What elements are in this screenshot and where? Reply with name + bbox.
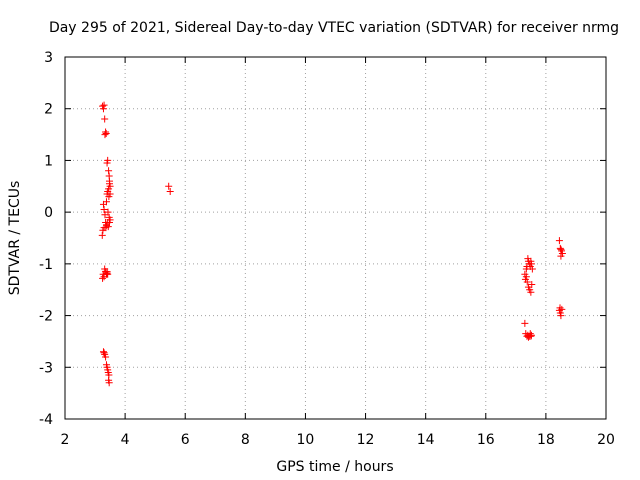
grid	[65, 57, 606, 419]
data-point	[99, 105, 107, 113]
x-tick-label: 8	[241, 432, 250, 448]
data-point	[104, 223, 112, 231]
data-point	[104, 218, 112, 226]
data-point	[557, 252, 565, 260]
y-axis-label: SDTVAR / TECUs	[7, 181, 23, 296]
x-tick-label: 2	[61, 432, 70, 448]
y-tick-label: 0	[44, 205, 53, 221]
data-point	[557, 312, 565, 320]
data-point	[99, 274, 107, 282]
data-point	[105, 379, 113, 387]
chart-title: Day 295 of 2021, Sidereal Day-to-day VTE…	[49, 20, 619, 36]
x-tick-label: 20	[597, 432, 615, 448]
data-point	[528, 281, 536, 289]
y-tick-label: -2	[39, 309, 53, 325]
y-tick-label: -4	[39, 412, 53, 428]
x-tick-label: 16	[477, 432, 495, 448]
x-tick-label: 6	[181, 432, 190, 448]
x-axis-label: GPS time / hours	[276, 459, 393, 475]
data-point	[100, 101, 108, 109]
data-point	[166, 187, 174, 195]
data-points	[98, 101, 566, 387]
y-tick-label: -3	[39, 360, 53, 376]
data-point	[106, 190, 114, 198]
data-point	[558, 305, 566, 313]
data-point	[105, 180, 113, 188]
data-point	[101, 211, 109, 219]
y-tick-label: 2	[44, 102, 53, 118]
x-tick-label: 12	[357, 432, 375, 448]
data-point	[165, 182, 173, 190]
data-point	[102, 353, 110, 361]
y-tick-label: 1	[44, 153, 53, 169]
data-point	[527, 288, 535, 296]
data-point	[528, 265, 536, 273]
y-tick-label: -1	[39, 257, 53, 273]
data-point	[102, 130, 110, 138]
x-tick-label: 10	[297, 432, 315, 448]
x-tick-label: 18	[537, 432, 555, 448]
data-point	[103, 269, 111, 277]
data-point	[98, 231, 106, 239]
data-point	[522, 273, 530, 281]
data-point	[527, 332, 535, 340]
data-point	[521, 319, 529, 327]
y-tick-label: 3	[44, 50, 53, 66]
data-point	[102, 270, 110, 278]
x-tick-label: 14	[417, 432, 435, 448]
data-point	[101, 115, 109, 123]
data-point	[527, 260, 535, 268]
data-point	[99, 200, 107, 208]
data-point	[523, 278, 531, 286]
plot-frame	[64, 56, 607, 420]
x-tick-label: 4	[121, 432, 130, 448]
data-point	[100, 206, 108, 214]
axis-ticks	[64, 56, 607, 420]
data-point	[555, 237, 563, 245]
data-point	[104, 156, 112, 164]
data-point	[527, 331, 535, 339]
data-point	[101, 131, 109, 139]
data-point	[557, 245, 565, 253]
data-point	[105, 167, 113, 175]
data-point	[100, 349, 108, 357]
